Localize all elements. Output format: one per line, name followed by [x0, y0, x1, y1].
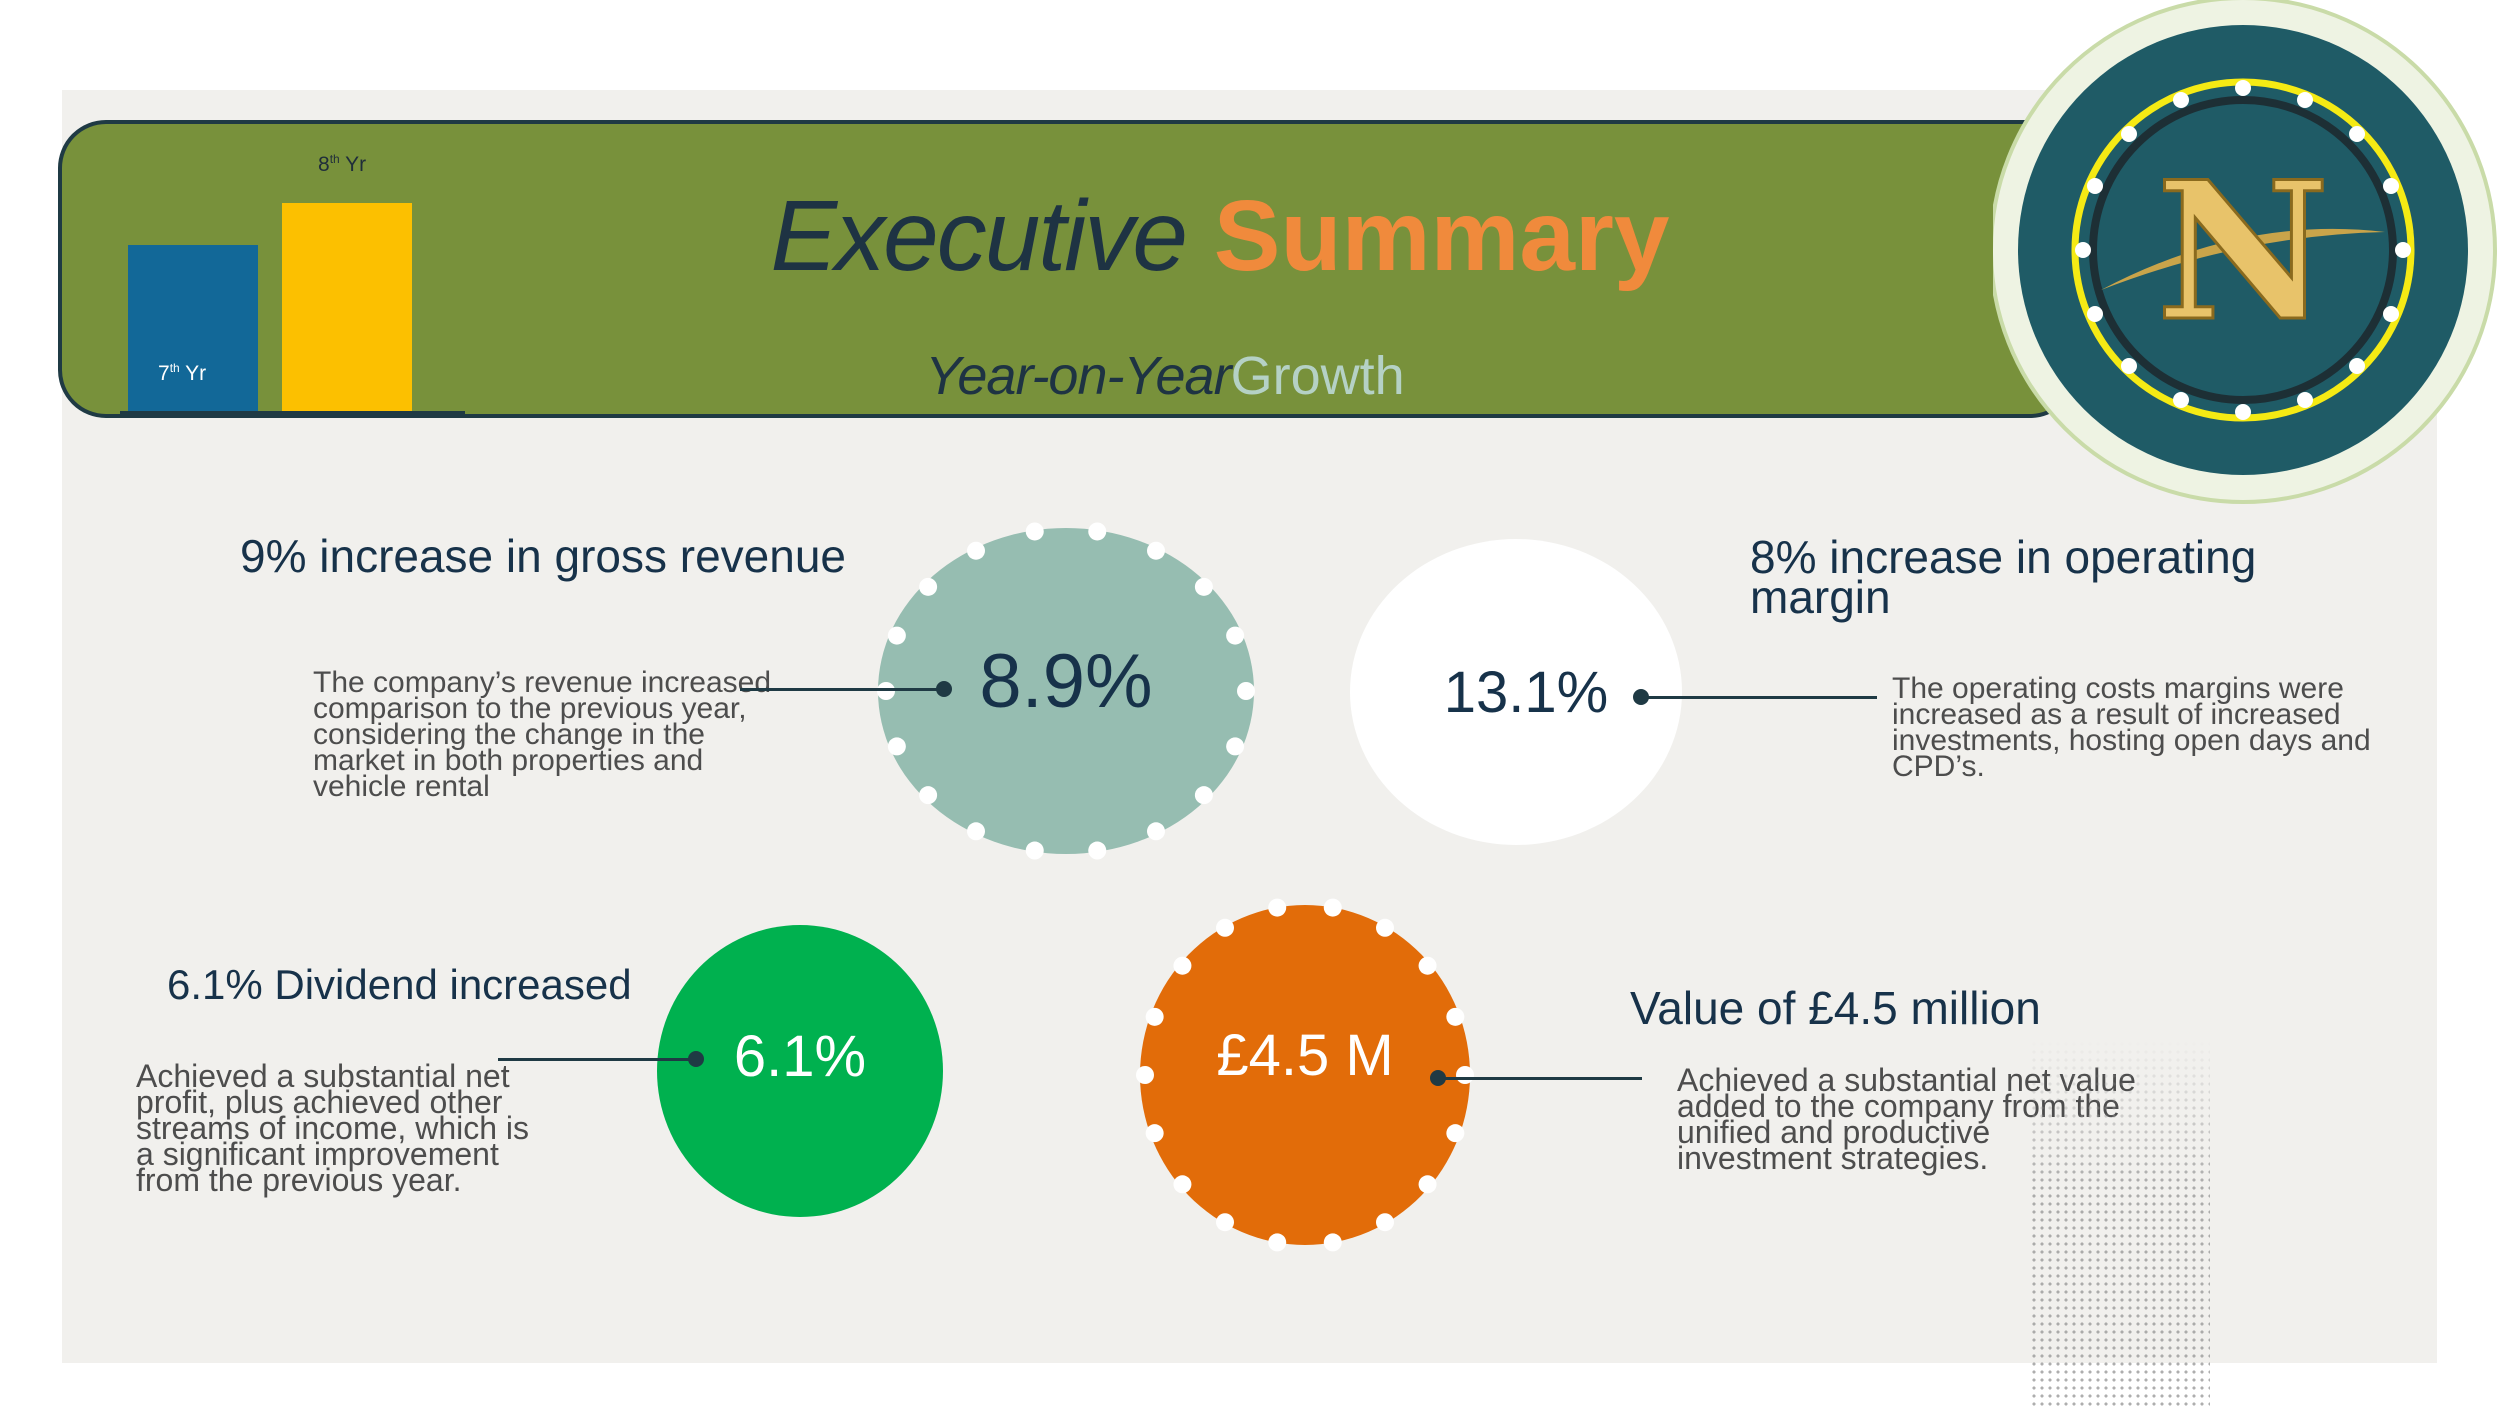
subtitle-growth: Growth [1230, 346, 1405, 406]
bar-8th-year [282, 203, 412, 412]
connector-node-dividend [688, 1051, 704, 1067]
logo-dots [2075, 80, 2411, 420]
title-summary: Summary [1213, 180, 1670, 292]
metric-value-gross-revenue: 8.9% [979, 638, 1153, 724]
heading-gross-revenue: 9% increase in gross revenue [240, 530, 846, 582]
svg-text:N: N [2156, 140, 2330, 363]
connector-node-value-added [1430, 1070, 1446, 1086]
connector-line-gross-revenue [740, 688, 945, 691]
connector-node-gross-revenue [936, 681, 952, 697]
company-logo: N [1993, 0, 2497, 504]
connector-line-operating-margin [1642, 696, 1877, 699]
bar-label-8th-year: 8th Yr [318, 152, 367, 176]
metric-circle-gross-revenue: 8.9% [878, 528, 1254, 854]
page-subtitle: Year-on-YearGrowth [0, 345, 2330, 407]
metric-value-operating-margin: 13.1% [1443, 659, 1609, 725]
metric-circle-operating-margin: 13.1% [1350, 539, 1682, 845]
page-title: Executive Summary [0, 186, 2440, 286]
heading-dividend: 6.1% Dividend increased [167, 961, 632, 1008]
metric-value-value-added: £4.5 M [1216, 1022, 1394, 1088]
heading-operating-margin: 8% increase in operating margin [1750, 531, 2257, 623]
title-executive: Executive [770, 180, 1188, 292]
year-comparison-mini-chart: 7th Yr 8th Yr [120, 150, 465, 414]
description-dividend: Achieved a substantial net profit, plus … [136, 1058, 530, 1198]
heading-value-added: Value of £4.5 million [1630, 982, 2041, 1034]
description-gross-revenue: The company’s revenue increased comparis… [313, 666, 772, 803]
bar-label-7th-year: 7th Yr [158, 361, 207, 385]
description-operating-margin: The operating costs margins were increas… [1892, 672, 2371, 783]
connector-line-dividend [498, 1058, 698, 1061]
chart-baseline [120, 411, 465, 414]
connector-node-operating-margin [1633, 689, 1649, 705]
bar-7th-year [128, 245, 258, 412]
subtitle-year-on-year: Year-on-Year [925, 346, 1231, 406]
metric-circle-value-added: £4.5 M [1140, 905, 1470, 1245]
connector-line-value-added [1440, 1077, 1642, 1080]
halftone-dot-pattern [2030, 1040, 2210, 1407]
metric-value-dividend: 6.1% [733, 1023, 867, 1089]
metric-circle-dividend: 6.1% [657, 925, 943, 1217]
